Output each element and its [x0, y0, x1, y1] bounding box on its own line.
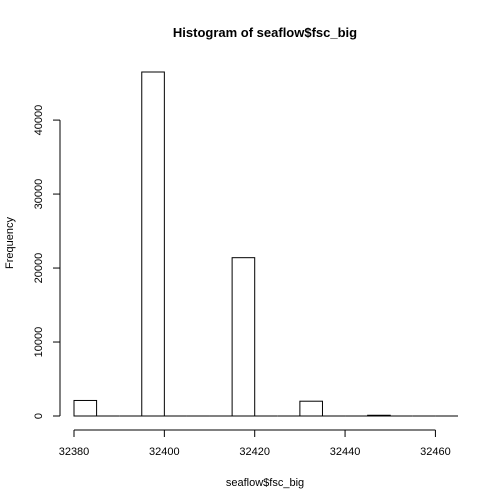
x-axis-label: seaflow$fsc_big: [226, 477, 304, 489]
x-tick-label-4: 32460: [420, 446, 451, 458]
x-tick-label-2: 32420: [239, 446, 270, 458]
y-tick-label-1: 10000: [33, 327, 45, 358]
chart-title: Histogram of seaflow$fsc_big: [173, 25, 357, 40]
x-tick-label-3: 32440: [330, 446, 361, 458]
histogram-bar-0: [73, 399, 98, 417]
x-tick-label-1: 32400: [149, 446, 180, 458]
histogram-bar-10: [299, 400, 323, 417]
histogram-bar-13: [367, 414, 391, 417]
y-axis-label: Frequency: [4, 217, 16, 269]
y-tick-label-0: 0: [33, 413, 45, 419]
histogram-bar-3: [141, 71, 165, 417]
y-tick-label-4: 40000: [33, 105, 45, 136]
histogram-bar-7: [231, 257, 256, 417]
y-axis: 0 10000 20000 30000 40000: [33, 105, 61, 419]
x-axis: 32380 32400 32420 32440 32460: [59, 429, 451, 458]
y-tick-label-3: 30000: [33, 179, 45, 210]
y-tick-label-2: 20000: [33, 253, 45, 284]
bars-group: [73, 71, 458, 417]
x-tick-label-0: 32380: [59, 446, 90, 458]
